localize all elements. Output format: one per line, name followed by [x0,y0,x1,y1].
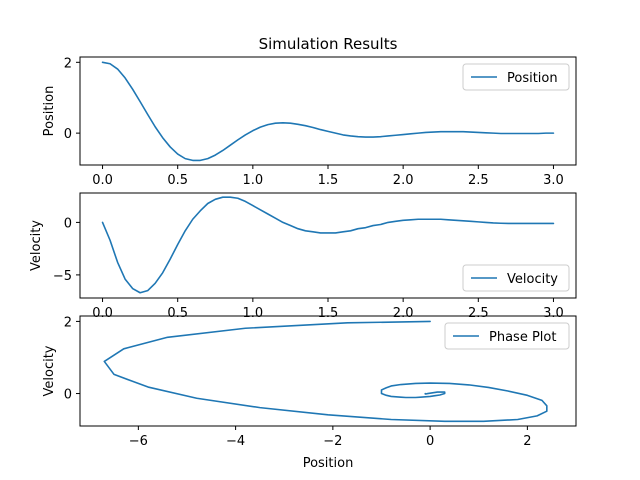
x-tick-label: 0.5 [167,173,188,188]
y-axis-label: Velocity [42,345,57,396]
x-tick-label: −4 [226,434,245,449]
x-tick-label: −2 [323,434,342,449]
x-tick-label: 2.5 [468,173,489,188]
legend-box [462,63,570,91]
subplot-3: −6 −4 −2 0 2 0 2 Velocity Position Phase Plot [42,315,577,471]
legend-box [462,264,570,292]
series-line-phase-plot [103,320,548,423]
y-axis-label: Position [42,86,57,137]
legend-label: Position [507,71,558,86]
y-axis-label: Velocity [29,220,44,271]
x-tick-label: 2.0 [393,173,414,188]
legend-box [444,322,570,350]
series-line-position [101,61,555,162]
x-axis-label: Position [303,456,354,471]
series-line-velocity [101,196,555,294]
x-tick-label: 0.5 [167,306,188,321]
legend-label: Velocity [507,272,558,287]
x-tick-label: 1.0 [243,306,264,321]
x-tick-label: 3.0 [543,306,564,321]
subplots-group: 0.0 0.5 1.0 1.5 2.0 2.5 3.002PositionPosition0… [29,56,577,471]
axes-frame [79,315,577,427]
legend-label: Phase Plot [489,330,556,345]
x-tick-label: 2 [523,434,531,449]
subplot-2: 0.0 0.5 1.0 1.5 2.0 2.5 3.0 −5 0 Velocity Velocity [29,192,577,321]
legend: Position [462,63,570,91]
x-tick-label: 1.0 [243,173,264,188]
y-tick-label: −5 [53,269,72,284]
y-tick-label: 2 [64,315,72,330]
legend: Velocity [462,264,570,292]
y-tick-label: 0 [64,388,72,403]
legend: Phase Plot [444,322,570,350]
x-tick-label: 0.0 [92,173,113,188]
x-tick-label: 3.0 [543,173,564,188]
y-tick-label: 0 [64,216,72,231]
x-tick-label: 1.5 [318,306,339,321]
x-tick-label: 2.0 [393,306,414,321]
x-tick-label: −6 [129,434,148,449]
y-tick-label: 0 [64,127,72,142]
figure-title: Simulation Results [259,35,398,53]
x-tick-label: 1.5 [318,173,339,188]
y-tick-label: 2 [64,56,72,71]
x-tick-label: 0 [426,434,434,449]
x-tick-label: 0.0 [92,306,113,321]
x-tick-label: 2.5 [468,306,489,321]
subplot-1: 0.0 0.5 1.0 1.5 2.0 2.5 3.0 0 2 Position Position [42,56,577,188]
